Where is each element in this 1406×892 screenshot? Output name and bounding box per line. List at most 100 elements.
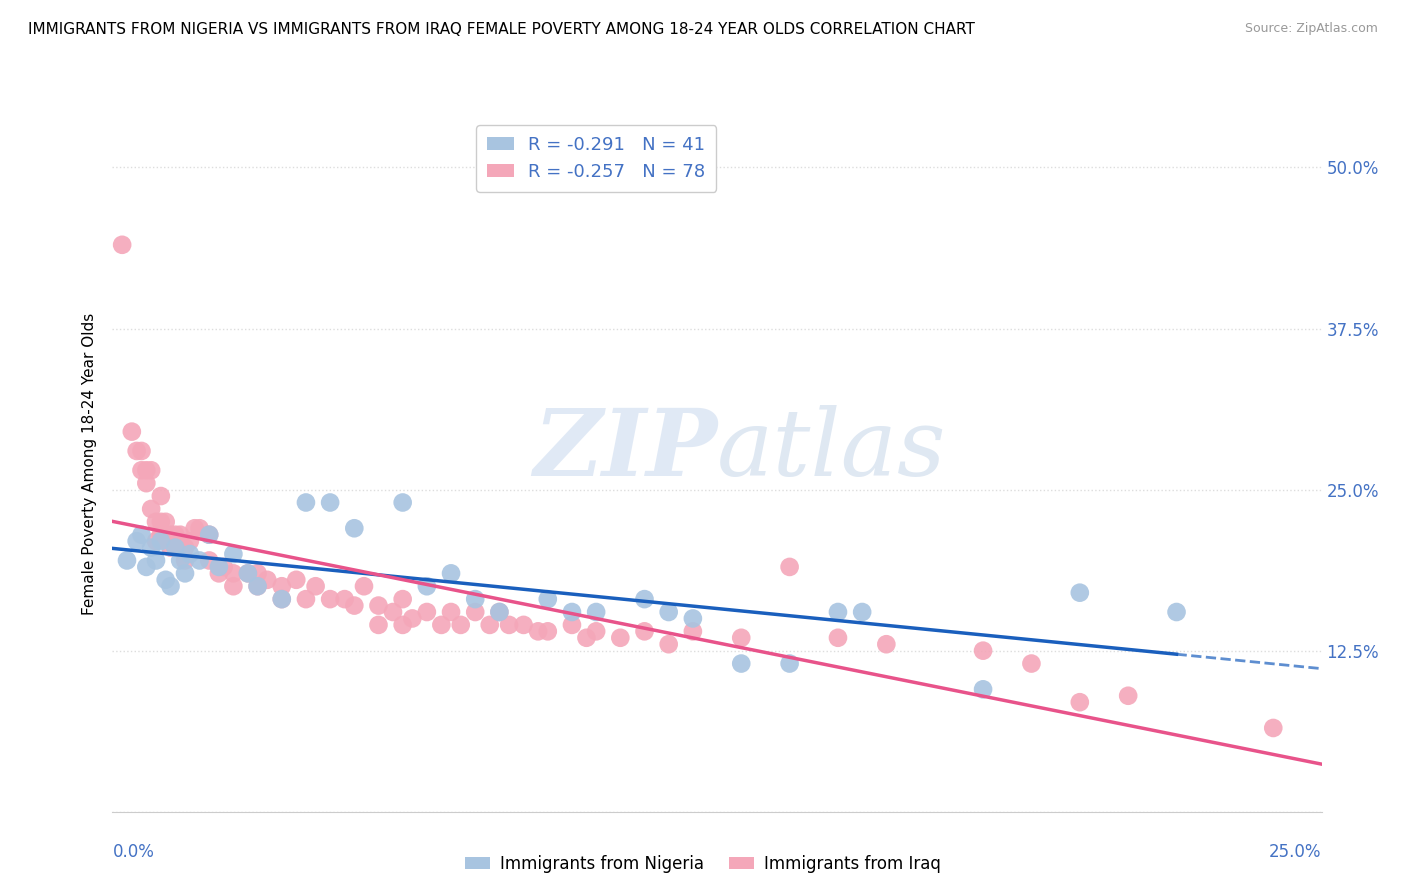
Point (198, 527, 221, 541)
Point (1263, 721, 1285, 735)
Point (165, 527, 187, 541)
Point (416, 579, 439, 593)
Point (575, 631, 598, 645)
Point (141, 541, 163, 555)
Point (561, 618, 583, 632)
Point (827, 605, 849, 619)
Point (115, 553, 138, 567)
Point (159, 541, 181, 555)
Point (236, 566, 259, 581)
Point (875, 637, 897, 651)
Point (1069, 695, 1091, 709)
Point (658, 637, 681, 651)
Text: atlas: atlas (717, 405, 946, 495)
Point (827, 631, 849, 645)
Point (174, 541, 197, 555)
Point (537, 624, 560, 639)
Point (159, 527, 181, 541)
Point (391, 618, 413, 632)
Point (155, 527, 177, 541)
Point (430, 618, 453, 632)
Point (169, 553, 191, 567)
Point (319, 495, 342, 509)
Y-axis label: Female Poverty Among 18-24 Year Olds: Female Poverty Among 18-24 Year Olds (82, 313, 97, 615)
Point (145, 553, 167, 567)
Legend: Immigrants from Nigeria, Immigrants from Iraq: Immigrants from Nigeria, Immigrants from… (458, 848, 948, 880)
Point (141, 463, 163, 477)
Point (145, 515, 167, 529)
Point (382, 605, 405, 619)
Point (135, 476, 157, 491)
Point (367, 618, 389, 632)
Point (222, 566, 245, 581)
Point (198, 527, 221, 541)
Point (561, 605, 583, 619)
Point (527, 624, 550, 639)
Point (246, 566, 269, 581)
Point (972, 682, 994, 697)
Point (174, 566, 197, 581)
Point (367, 599, 389, 613)
Point (779, 560, 801, 574)
Point (1166, 605, 1188, 619)
Point (208, 566, 231, 581)
Point (353, 579, 375, 593)
Point (135, 560, 157, 574)
Point (498, 618, 520, 632)
Point (488, 605, 510, 619)
Point (149, 534, 172, 549)
Point (416, 605, 439, 619)
Point (131, 463, 153, 477)
Point (295, 495, 318, 509)
Point (125, 444, 148, 458)
Point (450, 618, 472, 632)
Point (198, 553, 221, 567)
Point (188, 521, 211, 535)
Point (222, 579, 245, 593)
Point (208, 560, 231, 574)
Point (391, 495, 413, 509)
Point (125, 534, 148, 549)
Point (155, 515, 177, 529)
Point (270, 579, 292, 593)
Point (149, 489, 172, 503)
Point (512, 618, 534, 632)
Point (343, 521, 366, 535)
Point (121, 425, 143, 439)
Point (183, 521, 205, 535)
Text: IMMIGRANTS FROM NIGERIA VS IMMIGRANTS FROM IRAQ FEMALE POVERTY AMONG 18-24 YEAR : IMMIGRANTS FROM NIGERIA VS IMMIGRANTS FR… (28, 22, 974, 37)
Point (658, 605, 681, 619)
Point (304, 579, 326, 593)
Point (222, 547, 245, 561)
Point (169, 527, 191, 541)
Point (285, 573, 308, 587)
Point (333, 592, 356, 607)
Point (730, 657, 752, 671)
Point (609, 631, 631, 645)
Point (179, 534, 201, 549)
Point (145, 534, 167, 549)
Point (779, 657, 801, 671)
Point (537, 592, 560, 607)
Point (464, 592, 486, 607)
Point (159, 579, 181, 593)
Legend: R = -0.291   N = 41, R = -0.257   N = 78: R = -0.291 N = 41, R = -0.257 N = 78 (477, 125, 716, 192)
Text: ZIP: ZIP (533, 405, 717, 495)
Text: Source: ZipAtlas.com: Source: ZipAtlas.com (1244, 22, 1378, 36)
Point (155, 573, 177, 587)
Point (1116, 689, 1139, 703)
Text: 25.0%: 25.0% (1270, 843, 1322, 861)
Point (111, 237, 134, 252)
Point (401, 611, 423, 625)
Point (149, 527, 172, 541)
Point (174, 553, 197, 567)
Point (165, 541, 187, 555)
Point (851, 605, 873, 619)
Point (270, 592, 292, 607)
Point (440, 605, 463, 619)
Point (682, 624, 704, 639)
Point (343, 599, 366, 613)
Point (391, 592, 413, 607)
Point (972, 643, 994, 657)
Point (270, 592, 292, 607)
